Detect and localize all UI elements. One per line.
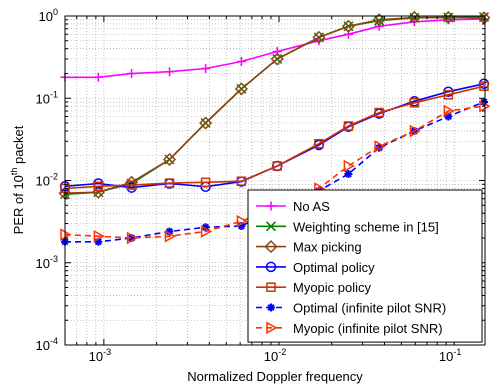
data-point (312, 30, 326, 44)
legend-label: Weighting scheme in [15] (293, 219, 439, 234)
data-point (199, 116, 213, 130)
y-tick-label: 10-3 (36, 254, 58, 271)
series-line (64, 85, 485, 190)
x-tick-label: 10-3 (89, 347, 111, 364)
data-point (236, 214, 248, 228)
data-point (444, 112, 453, 121)
y-axis-label-rest: packet (11, 125, 26, 167)
data-point (409, 98, 420, 108)
y-tick-label: 100 (39, 7, 58, 24)
legend-label: Myopic (infinite pilot SNR) (293, 321, 443, 336)
data-point (343, 159, 355, 173)
legend-label: Optimal (infinite pilot SNR) (293, 301, 446, 316)
data-point (341, 19, 355, 33)
legend-item: Myopic policy (256, 280, 372, 295)
data-point (272, 47, 282, 57)
data-point (93, 229, 105, 243)
data-point (126, 231, 139, 245)
legend-swatch-marker (264, 240, 278, 254)
data-point (479, 99, 490, 113)
legend-item: Max picking (256, 240, 362, 255)
data-point (201, 223, 210, 232)
y-axis-label-sup: th (9, 168, 19, 176)
data-point (164, 178, 175, 188)
x-tick-label: 10-1 (439, 347, 461, 364)
data-point (272, 161, 282, 171)
data-point (200, 225, 213, 238)
series-line (64, 105, 485, 239)
legend-item: No AS (256, 199, 330, 214)
data-point (344, 169, 353, 178)
legend-swatch-marker (266, 201, 276, 211)
series-line (65, 18, 485, 79)
data-point (443, 90, 454, 100)
legend-item: Optimal policy (256, 260, 375, 275)
data-point (93, 181, 104, 192)
y-axis-label-main: PER of 10 (11, 175, 26, 234)
legend-swatch-marker (266, 282, 276, 292)
series-line (64, 16, 485, 194)
legend-box (247, 189, 483, 343)
legend-label: Optimal policy (293, 260, 375, 275)
data-point (409, 124, 421, 138)
data-point (236, 176, 247, 186)
data-point (372, 13, 386, 27)
legend-swatch-marker (265, 261, 277, 273)
data-point (374, 107, 384, 118)
data-point (126, 180, 137, 190)
series-1 (59, 12, 490, 200)
x-tick-label: 10-2 (264, 347, 286, 364)
data-point (200, 177, 211, 188)
legend: No AS Weighting scheme in [15] Max picking… (247, 189, 483, 343)
data-point (237, 221, 246, 230)
series-line (64, 83, 485, 189)
legend-item: Optimal (infinite pilot SNR) (256, 301, 446, 316)
data-point (234, 82, 248, 96)
y-axis-label: PER of 10th packet (9, 125, 26, 234)
legend-label: Myopic policy (293, 280, 372, 295)
legend-swatch-marker (265, 221, 277, 232)
data-point (270, 52, 284, 66)
legend-swatch-marker (267, 303, 275, 312)
x-axis-label: Normalized Doppler frequency (187, 369, 363, 384)
data-point (479, 81, 489, 91)
data-point (165, 227, 174, 236)
data-point (93, 72, 103, 82)
y-tick-label: 10-4 (36, 336, 58, 353)
legend-label: Max picking (293, 240, 362, 255)
legend-item: Weighting scheme in [15] (256, 219, 439, 234)
series-0 (60, 14, 489, 82)
data-point (443, 104, 455, 118)
data-point (374, 140, 386, 153)
data-point (375, 143, 384, 152)
legend-item: Myopic (infinite pilot SNR) (256, 321, 443, 336)
data-point (127, 68, 137, 78)
legend-swatch-marker (266, 321, 278, 335)
data-point (314, 138, 324, 149)
data-point (236, 56, 246, 66)
y-tick-label: 10-2 (36, 172, 58, 189)
y-tick-label: 10-1 (36, 89, 58, 106)
legend-label: No AS (293, 199, 330, 214)
data-point (164, 67, 174, 77)
series-3 (59, 78, 490, 193)
data-point (164, 229, 177, 243)
data-point (343, 121, 354, 131)
data-point (127, 233, 136, 242)
data-point (201, 63, 211, 73)
series-4 (60, 81, 489, 194)
data-point (94, 237, 103, 246)
data-point (162, 152, 177, 167)
